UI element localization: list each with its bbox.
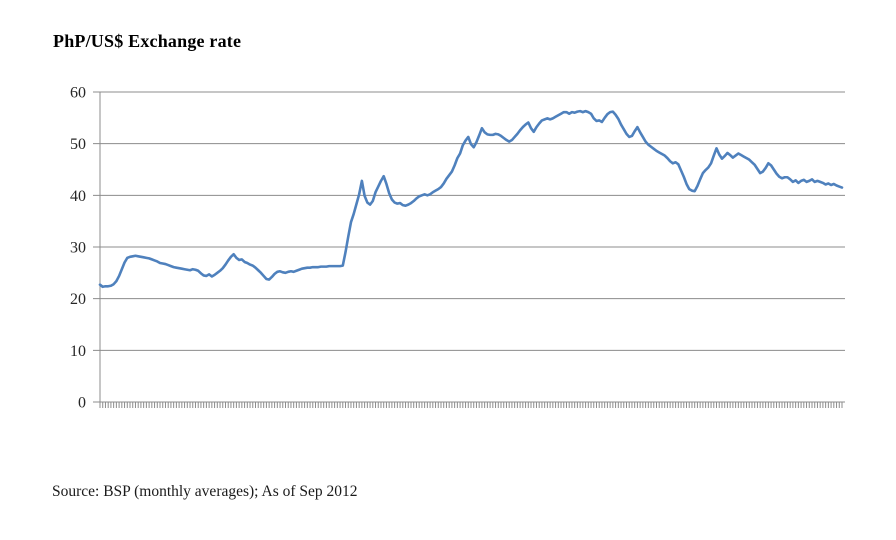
exchange-rate-series-line xyxy=(98,109,844,289)
source-note: Source: BSP (monthly averages); As of Se… xyxy=(52,483,358,500)
chart-title: PhP/US$ Exchange rate xyxy=(53,31,242,51)
y-tick-label: 10 xyxy=(70,343,86,360)
y-tick-label: 30 xyxy=(70,240,86,257)
y-tick-label: 0 xyxy=(78,395,86,412)
y-tick-label: 50 xyxy=(70,136,86,153)
y-tick-label: 40 xyxy=(70,188,86,205)
y-tick-label: 60 xyxy=(70,85,86,102)
y-tick-label: 20 xyxy=(70,291,86,308)
